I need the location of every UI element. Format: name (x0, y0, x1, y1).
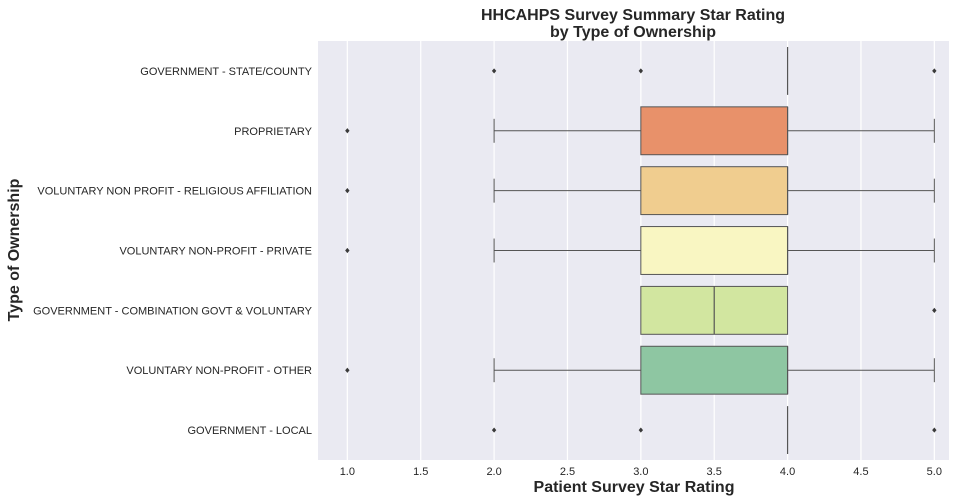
x-tick-label: 3.5 (707, 466, 722, 478)
outlier-point (491, 68, 497, 74)
y-category-label: VOLUNTARY NON PROFIT - RELIGIOUS AFFILIA… (37, 186, 312, 198)
y-category-label: GOVERNMENT - LOCAL (188, 425, 313, 437)
iqr-box (640, 345, 789, 395)
iqr-box (640, 166, 789, 216)
x-tick-label: 1.0 (340, 466, 355, 478)
outlier-point (638, 68, 644, 74)
outlier-point (345, 367, 350, 373)
outlier-point (932, 427, 937, 433)
y-category-label: PROPRIETARY (234, 126, 312, 138)
x-tick-label: 1.5 (413, 466, 428, 478)
box-group (491, 406, 937, 455)
x-tick-label: 2.0 (486, 466, 501, 478)
y-category-labels: GOVERNMENT - STATE/COUNTY PROPRIETARY VOLU… (33, 66, 313, 437)
x-tick-label: 5.0 (927, 466, 942, 478)
x-tick-label: 3.0 (633, 466, 648, 478)
outlier-point (638, 427, 644, 433)
iqr-box (640, 106, 789, 156)
outlier-point (345, 188, 350, 194)
outlier-point (345, 128, 350, 134)
outlier-point (932, 307, 937, 313)
box-series (345, 46, 937, 455)
y-axis-label: Type of Ownership (6, 178, 23, 321)
outlier-point (345, 247, 350, 254)
box-group (345, 226, 935, 275)
y-category-label: VOLUNTARY NON-PROFIT - OTHER (126, 365, 312, 377)
box-group (491, 46, 937, 95)
y-category-label: VOLUNTARY NON-PROFIT - PRIVATE (119, 246, 312, 258)
x-tick-label: 4.5 (853, 466, 868, 478)
chart-title-line-1: HHCAHPS Survey Summary Star Rating (481, 7, 785, 24)
box-group (345, 345, 935, 395)
y-category-label: GOVERNMENT - COMBINATION GOVT & VOLUNTAR… (33, 305, 313, 317)
x-axis-label: Patient Survey Star Rating (534, 479, 735, 496)
y-category-label: GOVERNMENT - STATE/COUNTY (140, 66, 312, 78)
outlier-point (932, 68, 937, 74)
box-group (345, 106, 935, 156)
box-group (640, 285, 937, 335)
box-group (345, 166, 935, 216)
x-tick-labels: 1.0 1.5 2.0 2.5 3.0 3.5 4.0 4.5 5.0 (340, 466, 942, 478)
x-tick-label: 2.5 (560, 466, 575, 478)
x-tick-label: 4.0 (780, 466, 795, 478)
outlier-point (491, 427, 497, 433)
chart-title-line-2: by Type of Ownership (550, 24, 716, 41)
iqr-box (640, 226, 789, 275)
